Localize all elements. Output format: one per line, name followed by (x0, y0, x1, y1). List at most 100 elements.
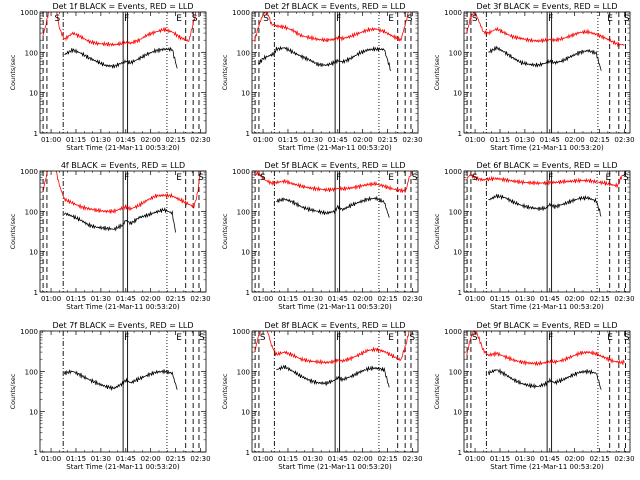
event-marker-s: S (624, 14, 630, 24)
x-tick-label: 01:00 (465, 136, 485, 144)
event-marker-f: F (548, 333, 553, 343)
series-line-events (488, 368, 602, 390)
event-marker-f: F (548, 173, 553, 183)
plot-area (254, 171, 413, 292)
y-tick-label: 100 (449, 208, 462, 216)
series-line-lld (42, 12, 197, 47)
panel-title: Det 7f BLACK = Events, RED = LLD (52, 321, 193, 330)
axes-frame (463, 11, 631, 134)
panel-7: Det 7f BLACK = Events, RED = LLD 1 10 100 10… (9, 321, 211, 471)
y-tick-label: 1000 (232, 168, 250, 176)
axes-frame (463, 330, 631, 453)
axes-frame (463, 170, 631, 293)
y-tick-label: 100 (25, 49, 38, 57)
x-tick-label: 02:30 (190, 295, 210, 303)
event-marker-f: F (548, 14, 553, 24)
x-tick-label: 01:45 (540, 136, 560, 144)
x-tick-label: 02:00 (353, 455, 373, 463)
y-tick-label: 10 (29, 90, 38, 98)
event-marker-e: E (176, 173, 182, 183)
plot-area (42, 12, 200, 133)
x-tick-label: 01:45 (328, 455, 348, 463)
x-tick-label: 02:00 (565, 455, 585, 463)
y-tick-label: 1 (246, 130, 250, 138)
axes-frame (251, 330, 419, 453)
event-marker-s: S (192, 14, 198, 24)
event-marker-f: F (124, 173, 129, 183)
y-tick-label: 1000 (20, 168, 38, 176)
y-tick-label: 100 (237, 49, 250, 57)
event-marker-s: S (263, 14, 269, 24)
event-marker-e: E (176, 333, 182, 343)
y-axis-label: Counts/sec (221, 213, 229, 249)
event-marker-f: F (124, 14, 129, 24)
panel-title: Det 3f BLACK = Events, RED = LLD (476, 2, 617, 11)
y-axis-label: Counts/sec (9, 373, 17, 409)
x-tick-label: 01:30 (303, 136, 323, 144)
panel-title: Det 6f BLACK = Events, RED = LLD (476, 161, 617, 170)
event-marker-s: S (472, 14, 478, 24)
x-tick-label: 02:00 (353, 295, 373, 303)
x-tick-label: 02:30 (190, 136, 210, 144)
y-axis-label: Counts/sec (433, 213, 441, 249)
event-marker-f: F (336, 333, 341, 343)
plot-area (466, 171, 626, 292)
x-tick-label: 01:00 (253, 136, 273, 144)
plot-area (62, 331, 200, 452)
x-tick-label: 01:15 (490, 455, 510, 463)
axes-frame (39, 330, 207, 453)
event-marker-e: E (176, 14, 182, 24)
series-line-events (64, 206, 176, 233)
x-tick-label: 02:30 (614, 455, 634, 463)
x-tick-label: 01:30 (303, 295, 323, 303)
y-axis-label: Counts/sec (9, 54, 17, 90)
event-marker-s: S (260, 333, 266, 343)
y-tick-label: 1 (458, 449, 462, 457)
panel-1: Det 1f BLACK = Events, RED = LLD 1 10 100 10… (9, 2, 211, 152)
x-tick-label: 02:15 (165, 455, 185, 463)
plot-area (466, 12, 626, 133)
x-tick-label: 02:00 (141, 136, 161, 144)
event-marker-e: E (388, 14, 394, 24)
event-marker-s: S (55, 14, 61, 24)
y-tick-label: 100 (237, 208, 250, 216)
x-axis-label: Start Time (21-Mar-11 00:53:20) (66, 303, 180, 311)
x-axis-label: Start Time (21-Mar-11 00:53:20) (490, 303, 604, 311)
axes-frame (251, 170, 419, 293)
y-tick-label: 10 (29, 409, 38, 417)
event-marker-f: F (124, 333, 129, 343)
y-tick-label: 10 (453, 249, 462, 257)
y-tick-label: 1000 (20, 9, 38, 17)
y-axis-label: Counts/sec (433, 54, 441, 90)
x-tick-label: 01:00 (253, 455, 273, 463)
x-axis-label: Start Time (21-Mar-11 00:53:20) (278, 463, 392, 471)
y-tick-label: 1000 (444, 9, 462, 17)
event-marker-e: E (388, 173, 394, 183)
x-tick-label: 01:30 (91, 455, 111, 463)
x-tick-label: 02:30 (614, 295, 634, 303)
y-tick-label: 1 (34, 449, 38, 457)
y-tick-label: 1 (246, 449, 250, 457)
series-line-events (258, 45, 392, 71)
x-tick-label: 01:45 (116, 455, 136, 463)
panel-9: Det 9f BLACK = Events, RED = LLD 1 10 100 10… (433, 321, 635, 471)
y-tick-label: 10 (453, 409, 462, 417)
plot-area (254, 12, 412, 133)
x-tick-label: 01:45 (540, 295, 560, 303)
panel-4: 4f BLACK = Events, RED = LLD 1 10 100 1000 01… (9, 161, 211, 311)
x-tick-label: 01:30 (515, 455, 535, 463)
x-tick-label: 01:15 (66, 455, 86, 463)
y-tick-label: 1000 (232, 9, 250, 17)
x-axis-label: Start Time (21-Mar-11 00:53:20) (490, 463, 604, 471)
panel-title: Det 2f BLACK = Events, RED = LLD (264, 2, 405, 11)
event-marker-e: E (388, 333, 394, 343)
event-marker-s: S (412, 173, 418, 183)
y-tick-label: 1000 (444, 328, 462, 336)
event-marker-f: F (336, 14, 341, 24)
x-tick-label: 02:15 (165, 136, 185, 144)
event-marker-e: E (606, 173, 612, 183)
series-line-events (64, 368, 178, 392)
x-tick-label: 02:30 (190, 455, 210, 463)
